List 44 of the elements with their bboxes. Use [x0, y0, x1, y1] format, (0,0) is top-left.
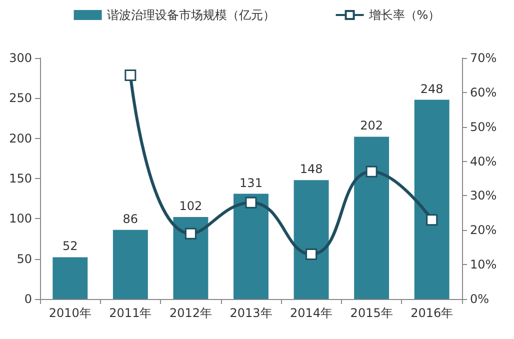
x-tick-label: 2010年 [48, 306, 92, 320]
x-tick-label: 2011年 [109, 306, 152, 320]
data-label: 86 [122, 212, 138, 226]
y-tick-label: 150 [9, 172, 32, 186]
y2-tick-label: 60% [470, 85, 497, 100]
y-tick-label: 100 [9, 212, 32, 226]
bar [112, 230, 148, 299]
data-label: 202 [360, 118, 384, 133]
y-tick-label: 250 [9, 91, 32, 106]
x-tick-label: 2015年 [350, 306, 393, 320]
bar [173, 217, 208, 299]
y-tick-label: 300 [9, 51, 32, 65]
x-tick-label: 2014年 [290, 306, 333, 320]
y2-tick-label: 10% [470, 258, 497, 272]
bar [414, 100, 450, 299]
legend-label: 增长率（%） [368, 8, 440, 22]
bar [234, 194, 268, 299]
bar [294, 180, 329, 299]
x-tick-label: 2013年 [230, 306, 272, 320]
data-label: 52 [62, 239, 78, 254]
y2-tick-label: 70% [470, 51, 497, 65]
x-tick-label: 2012年 [169, 306, 212, 320]
point [245, 196, 257, 208]
point [124, 69, 136, 81]
data-label: 102 [179, 199, 202, 214]
bar [52, 257, 88, 299]
y2-tick-label: 30% [470, 188, 497, 203]
x-tick-label: 2016年 [410, 306, 454, 320]
y2-tick-label: 50% [470, 120, 497, 134]
y2-tick-label: 20% [470, 223, 497, 238]
data-label: 131 [240, 176, 262, 190]
data-label: 248 [420, 82, 444, 96]
y2-tick-label: 0% [470, 292, 490, 306]
y-tick-label: 0 [24, 292, 32, 306]
legend-label: 谐波治理设备市场规模（亿元） [106, 8, 275, 22]
y-tick-label: 200 [9, 131, 32, 146]
data-label: 148 [300, 162, 323, 176]
point [184, 228, 196, 240]
y2-tick-label: 40% [470, 154, 497, 168]
point [306, 248, 318, 260]
point [366, 166, 378, 178]
bar [354, 136, 390, 299]
point [426, 214, 438, 226]
y-tick-label: 50 [16, 252, 32, 266]
